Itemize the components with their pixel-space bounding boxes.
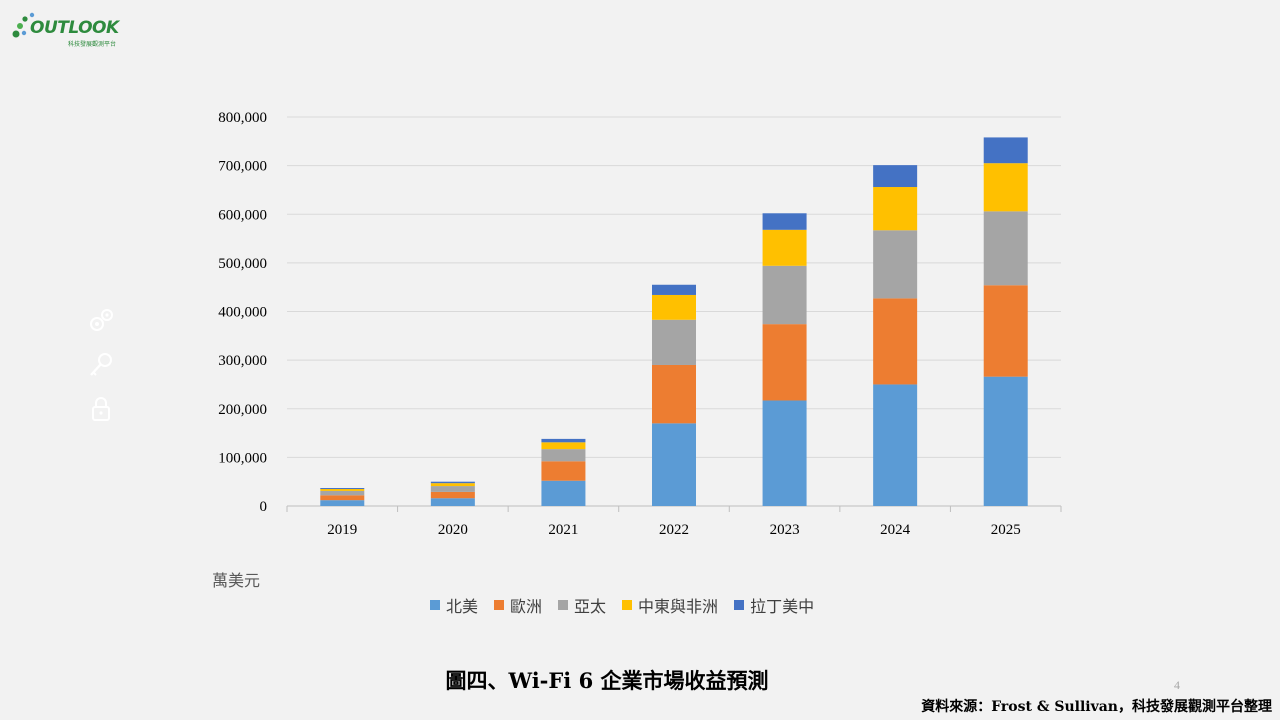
bar-2025-series-1 [983, 285, 1028, 377]
y-tick-label: 100,000 [218, 450, 267, 466]
key-icon [90, 353, 112, 376]
legend-swatch [622, 600, 633, 610]
bar-2021-series-4 [541, 438, 586, 443]
legend-item: 歐洲 [494, 593, 542, 617]
bar-2020-series-3 [430, 483, 475, 487]
bar-2022-series-2 [652, 319, 696, 365]
bar-2022-series-3 [652, 294, 696, 320]
legend-label: 北美 [446, 597, 479, 616]
y-tick-label: 200,000 [218, 402, 267, 418]
x-tick-label: 2020 [438, 522, 468, 538]
legend-label: 歐洲 [510, 597, 543, 616]
logo-text: OUTLOOK [30, 18, 119, 38]
y-tick-label: 800,000 [218, 110, 267, 126]
stacked-bar-chart: 0 100,000 200,000 300,000 400,000 500,000 600,… [218, 110, 1062, 538]
bar-2024-series-2 [873, 230, 918, 299]
y-tick-label: 300,000 [218, 353, 267, 369]
bar-2021-series-3 [541, 442, 586, 450]
x-tick-label: 2019 [327, 522, 357, 538]
bar-2024-series-4 [873, 165, 918, 188]
x-tick-label: 2024 [880, 522, 911, 538]
source-note: 資料來源：Frost & Sullivan，科技發展觀測平台整理 [921, 699, 1272, 715]
bar-2023-series-4 [762, 213, 807, 230]
bar-2019-series-0 [320, 500, 365, 506]
y-tick-label: 400,000 [218, 305, 267, 321]
side-icon-group [86, 306, 120, 438]
bar-2021-series-0 [541, 480, 586, 506]
bar-2021-series-1 [541, 461, 586, 481]
legend-swatch [430, 600, 440, 610]
gears-icon [90, 309, 113, 331]
bar-2019-series-4 [320, 488, 365, 489]
bar-2024-series-0 [873, 384, 918, 506]
bar-2022-series-0 [652, 423, 696, 506]
bar-2023-series-0 [762, 400, 807, 506]
legend-label: 亞太 [574, 597, 607, 616]
page-number: 4 [1174, 678, 1180, 692]
bar-2020-series-1 [430, 491, 475, 499]
legend-swatch [494, 600, 505, 610]
bar-2020-series-4 [430, 481, 475, 484]
y-tick-label: 700,000 [218, 159, 267, 175]
x-tick-label: 2023 [770, 522, 800, 538]
legend-label: 中東與非洲 [638, 597, 719, 616]
x-tick-label: 2025 [991, 522, 1021, 538]
legend-label: 拉丁美中 [750, 597, 815, 616]
x-axis-ticks: 2019 2020 2021 2022 2023 2024 2025 [286, 506, 1062, 538]
legend-item: 亞太 [558, 593, 606, 617]
legend-item: 中東與非洲 [622, 593, 718, 617]
logo-subtitle: 科技發展觀測平台 [68, 41, 117, 48]
y-tick-label: 600,000 [218, 207, 267, 223]
bar-2019-series-2 [320, 490, 365, 496]
y-tick-label: 0 [260, 499, 268, 515]
bar-2023-series-2 [762, 265, 807, 325]
legend-swatch [734, 600, 745, 610]
bar-2025-series-2 [983, 211, 1028, 286]
outlook-logo: OUTLOOK 科技發展觀測平台 [10, 6, 120, 48]
legend-item: 拉丁美中 [734, 593, 814, 617]
x-tick-label: 2021 [548, 522, 578, 538]
y-axis-unit-label: 萬美元 [212, 571, 261, 590]
bar-2021-series-2 [541, 449, 586, 462]
bar-2020-series-0 [430, 498, 475, 506]
bar-2024-series-3 [873, 187, 918, 231]
bar-2024-series-1 [873, 298, 918, 385]
bar-2020-series-2 [430, 486, 475, 492]
bar-2023-series-1 [762, 324, 807, 401]
bar-2023-series-3 [762, 229, 807, 266]
bar-stacks [320, 137, 1028, 506]
legend-item: 北美 [430, 593, 478, 617]
bar-2019-series-1 [320, 495, 365, 501]
bar-2025-series-4 [983, 137, 1028, 164]
lock-icon [92, 397, 110, 421]
bar-2022-series-1 [652, 364, 696, 424]
figure-caption: 圖四、Wi-Fi 6 企業市場收益預測 [445, 668, 769, 693]
bar-2019-series-3 [320, 488, 365, 491]
y-tick-label: 500,000 [218, 256, 267, 272]
bar-2025-series-0 [983, 376, 1028, 506]
y-axis-ticks: 0 100,000 200,000 300,000 400,000 500,000 600,… [218, 110, 267, 515]
bar-2022-series-4 [652, 284, 696, 295]
logo-mark-icon [12, 12, 35, 38]
chart-legend: 北美 歐洲 亞太 中東與非洲 拉丁美中 [430, 593, 814, 617]
bar-2025-series-3 [983, 163, 1028, 212]
legend-swatch [558, 600, 569, 610]
x-tick-label: 2022 [659, 522, 689, 538]
